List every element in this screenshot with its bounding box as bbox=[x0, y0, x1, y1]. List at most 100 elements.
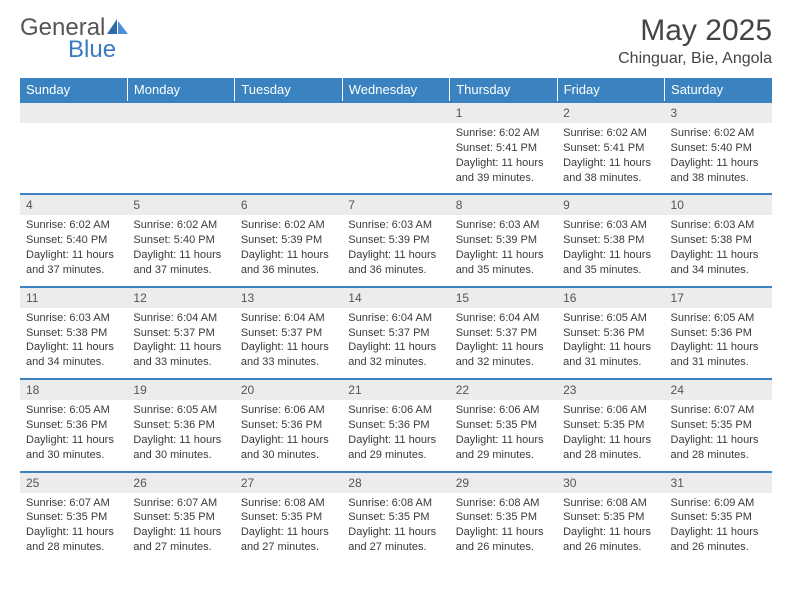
sunrise-text: Sunrise: 6:03 AM bbox=[348, 218, 443, 233]
sunrise-text: Sunrise: 6:02 AM bbox=[133, 218, 228, 233]
day-body bbox=[235, 123, 342, 185]
calendar-week-row: 1Sunrise: 6:02 AMSunset: 5:41 PMDaylight… bbox=[20, 102, 772, 194]
calendar-week-row: 25Sunrise: 6:07 AMSunset: 5:35 PMDayligh… bbox=[20, 472, 772, 563]
weekday-header: Thursday bbox=[450, 78, 557, 102]
day-body: Sunrise: 6:05 AMSunset: 5:36 PMDaylight:… bbox=[557, 308, 664, 378]
daylight-text: Daylight: 11 hours and 26 minutes. bbox=[671, 525, 766, 555]
day-body: Sunrise: 6:04 AMSunset: 5:37 PMDaylight:… bbox=[450, 308, 557, 378]
weekday-header: Sunday bbox=[20, 78, 127, 102]
calendar-day-cell: 8Sunrise: 6:03 AMSunset: 5:39 PMDaylight… bbox=[450, 194, 557, 286]
day-number: 7 bbox=[342, 195, 449, 215]
day-body: Sunrise: 6:08 AMSunset: 5:35 PMDaylight:… bbox=[450, 493, 557, 563]
day-body: Sunrise: 6:05 AMSunset: 5:36 PMDaylight:… bbox=[665, 308, 772, 378]
day-body: Sunrise: 6:03 AMSunset: 5:39 PMDaylight:… bbox=[450, 215, 557, 285]
calendar-day-cell: 10Sunrise: 6:03 AMSunset: 5:38 PMDayligh… bbox=[665, 194, 772, 286]
day-body: Sunrise: 6:06 AMSunset: 5:36 PMDaylight:… bbox=[342, 400, 449, 470]
sunset-text: Sunset: 5:36 PM bbox=[563, 326, 658, 341]
calendar-day-cell: 21Sunrise: 6:06 AMSunset: 5:36 PMDayligh… bbox=[342, 379, 449, 471]
sunset-text: Sunset: 5:35 PM bbox=[671, 510, 766, 525]
weekday-header: Tuesday bbox=[235, 78, 342, 102]
day-number: 14 bbox=[342, 288, 449, 308]
sunset-text: Sunset: 5:36 PM bbox=[348, 418, 443, 433]
sunrise-text: Sunrise: 6:05 AM bbox=[671, 311, 766, 326]
calendar-day-cell: 16Sunrise: 6:05 AMSunset: 5:36 PMDayligh… bbox=[557, 287, 664, 379]
calendar-day-cell: 26Sunrise: 6:07 AMSunset: 5:35 PMDayligh… bbox=[127, 472, 234, 563]
calendar-day-cell: 31Sunrise: 6:09 AMSunset: 5:35 PMDayligh… bbox=[665, 472, 772, 563]
daylight-text: Daylight: 11 hours and 28 minutes. bbox=[26, 525, 121, 555]
sunset-text: Sunset: 5:40 PM bbox=[133, 233, 228, 248]
day-body: Sunrise: 6:03 AMSunset: 5:38 PMDaylight:… bbox=[665, 215, 772, 285]
calendar-day-cell: 13Sunrise: 6:04 AMSunset: 5:37 PMDayligh… bbox=[235, 287, 342, 379]
daylight-text: Daylight: 11 hours and 28 minutes. bbox=[563, 433, 658, 463]
day-body: Sunrise: 6:02 AMSunset: 5:41 PMDaylight:… bbox=[450, 123, 557, 193]
daylight-text: Daylight: 11 hours and 35 minutes. bbox=[563, 248, 658, 278]
day-number: 21 bbox=[342, 380, 449, 400]
day-body: Sunrise: 6:02 AMSunset: 5:40 PMDaylight:… bbox=[20, 215, 127, 285]
calendar-day-cell: 6Sunrise: 6:02 AMSunset: 5:39 PMDaylight… bbox=[235, 194, 342, 286]
calendar-day-cell: 4Sunrise: 6:02 AMSunset: 5:40 PMDaylight… bbox=[20, 194, 127, 286]
calendar-day-cell: 25Sunrise: 6:07 AMSunset: 5:35 PMDayligh… bbox=[20, 472, 127, 563]
sunset-text: Sunset: 5:35 PM bbox=[26, 510, 121, 525]
day-number: 2 bbox=[557, 103, 664, 123]
page-header: GeneralBlueMay 2025Chinguar, Bie, Angola bbox=[20, 14, 772, 68]
day-number: 22 bbox=[450, 380, 557, 400]
day-body: Sunrise: 6:03 AMSunset: 5:38 PMDaylight:… bbox=[557, 215, 664, 285]
day-number bbox=[127, 103, 234, 123]
sunrise-text: Sunrise: 6:03 AM bbox=[671, 218, 766, 233]
calendar-day-cell: 29Sunrise: 6:08 AMSunset: 5:35 PMDayligh… bbox=[450, 472, 557, 563]
sunset-text: Sunset: 5:39 PM bbox=[348, 233, 443, 248]
day-number: 11 bbox=[20, 288, 127, 308]
calendar-day-cell: 15Sunrise: 6:04 AMSunset: 5:37 PMDayligh… bbox=[450, 287, 557, 379]
daylight-text: Daylight: 11 hours and 36 minutes. bbox=[348, 248, 443, 278]
sunrise-text: Sunrise: 6:04 AM bbox=[241, 311, 336, 326]
calendar-day-cell: 3Sunrise: 6:02 AMSunset: 5:40 PMDaylight… bbox=[665, 102, 772, 194]
day-body: Sunrise: 6:05 AMSunset: 5:36 PMDaylight:… bbox=[127, 400, 234, 470]
brand-part2: Blue bbox=[68, 36, 116, 63]
sunrise-text: Sunrise: 6:02 AM bbox=[241, 218, 336, 233]
calendar-day-cell: 17Sunrise: 6:05 AMSunset: 5:36 PMDayligh… bbox=[665, 287, 772, 379]
calendar-day-cell: 28Sunrise: 6:08 AMSunset: 5:35 PMDayligh… bbox=[342, 472, 449, 563]
sunset-text: Sunset: 5:35 PM bbox=[133, 510, 228, 525]
sunrise-text: Sunrise: 6:05 AM bbox=[563, 311, 658, 326]
sunset-text: Sunset: 5:36 PM bbox=[26, 418, 121, 433]
daylight-text: Daylight: 11 hours and 30 minutes. bbox=[133, 433, 228, 463]
day-number: 18 bbox=[20, 380, 127, 400]
sunrise-text: Sunrise: 6:07 AM bbox=[26, 496, 121, 511]
brand-logo: GeneralBlue bbox=[20, 14, 129, 64]
day-number: 10 bbox=[665, 195, 772, 215]
sunrise-text: Sunrise: 6:08 AM bbox=[456, 496, 551, 511]
sunset-text: Sunset: 5:39 PM bbox=[456, 233, 551, 248]
daylight-text: Daylight: 11 hours and 27 minutes. bbox=[133, 525, 228, 555]
daylight-text: Daylight: 11 hours and 27 minutes. bbox=[348, 525, 443, 555]
sunrise-text: Sunrise: 6:03 AM bbox=[563, 218, 658, 233]
calendar-day-cell: 14Sunrise: 6:04 AMSunset: 5:37 PMDayligh… bbox=[342, 287, 449, 379]
calendar-day-cell: 12Sunrise: 6:04 AMSunset: 5:37 PMDayligh… bbox=[127, 287, 234, 379]
day-number: 31 bbox=[665, 473, 772, 493]
sunrise-text: Sunrise: 6:08 AM bbox=[241, 496, 336, 511]
daylight-text: Daylight: 11 hours and 32 minutes. bbox=[456, 340, 551, 370]
daylight-text: Daylight: 11 hours and 37 minutes. bbox=[26, 248, 121, 278]
calendar-day-cell: 11Sunrise: 6:03 AMSunset: 5:38 PMDayligh… bbox=[20, 287, 127, 379]
day-number: 24 bbox=[665, 380, 772, 400]
daylight-text: Daylight: 11 hours and 37 minutes. bbox=[133, 248, 228, 278]
day-body: Sunrise: 6:05 AMSunset: 5:36 PMDaylight:… bbox=[20, 400, 127, 470]
daylight-text: Daylight: 11 hours and 32 minutes. bbox=[348, 340, 443, 370]
calendar-day-cell bbox=[127, 102, 234, 194]
daylight-text: Daylight: 11 hours and 39 minutes. bbox=[456, 156, 551, 186]
sunset-text: Sunset: 5:37 PM bbox=[348, 326, 443, 341]
sunrise-text: Sunrise: 6:08 AM bbox=[348, 496, 443, 511]
day-number: 30 bbox=[557, 473, 664, 493]
sunrise-text: Sunrise: 6:04 AM bbox=[133, 311, 228, 326]
day-number: 1 bbox=[450, 103, 557, 123]
calendar-table: SundayMondayTuesdayWednesdayThursdayFrid… bbox=[20, 78, 772, 563]
calendar-week-row: 4Sunrise: 6:02 AMSunset: 5:40 PMDaylight… bbox=[20, 194, 772, 286]
calendar-day-cell bbox=[20, 102, 127, 194]
sunrise-text: Sunrise: 6:07 AM bbox=[133, 496, 228, 511]
daylight-text: Daylight: 11 hours and 30 minutes. bbox=[241, 433, 336, 463]
calendar-week-row: 18Sunrise: 6:05 AMSunset: 5:36 PMDayligh… bbox=[20, 379, 772, 471]
daylight-text: Daylight: 11 hours and 31 minutes. bbox=[563, 340, 658, 370]
day-body: Sunrise: 6:03 AMSunset: 5:38 PMDaylight:… bbox=[20, 308, 127, 378]
sunset-text: Sunset: 5:36 PM bbox=[241, 418, 336, 433]
calendar-day-cell: 2Sunrise: 6:02 AMSunset: 5:41 PMDaylight… bbox=[557, 102, 664, 194]
day-number: 12 bbox=[127, 288, 234, 308]
